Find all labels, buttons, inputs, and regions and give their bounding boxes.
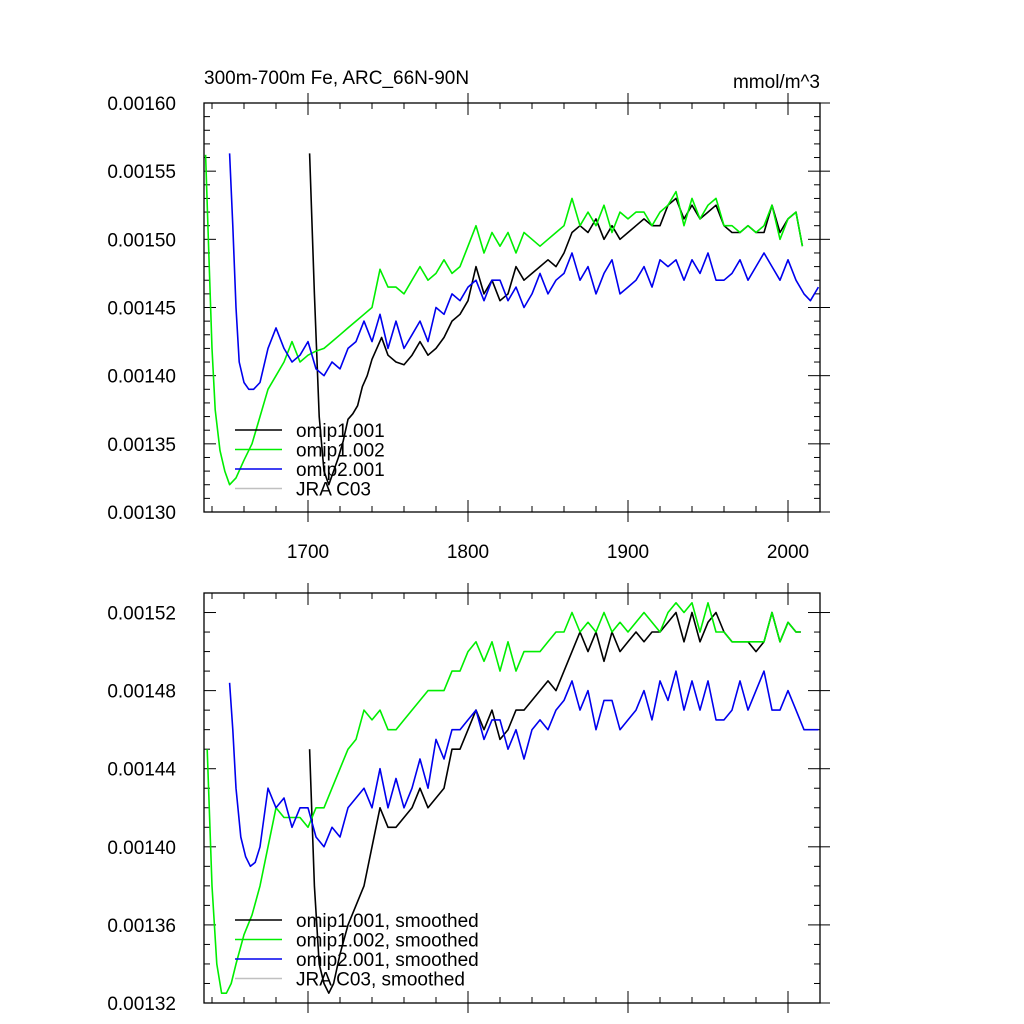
y-tick-label: 0.00132: [107, 994, 176, 1015]
y-tick-label: 0.00148: [107, 682, 176, 703]
chart-title: 300m-700m Fe, ARC_66N-90N: [204, 68, 469, 89]
legend-label: JRA C03: [296, 480, 371, 501]
legend-label: JRA C03, smoothed: [296, 970, 465, 991]
plot-frame-top: [203, 102, 821, 513]
axis-ticks-bottom: 0.00132 0.00136 0.00140 0.00144 0.00148 0.001…: [107, 583, 830, 1015]
legend-label: omip1.002: [296, 441, 385, 462]
y-tick-label: 0.00144: [107, 760, 176, 781]
series-line-3: [228, 670, 819, 868]
x-tick-label: 1800: [447, 542, 489, 563]
series-group-bottom: [206, 601, 819, 995]
x-tick-label: 2000: [767, 542, 809, 563]
y-tick-label: 0.00150: [107, 230, 176, 251]
y-tick-label: 0.00155: [107, 162, 176, 183]
units-label: mmol/m^3: [733, 72, 820, 93]
y-tick-label: 0.00135: [107, 435, 176, 456]
chart-panel-bottom: 0.00132 0.00136 0.00140 0.00144 0.00148 0.001…: [107, 583, 830, 1015]
y-tick-label: 0.00140: [107, 367, 176, 388]
series-line-2: [204, 154, 804, 486]
chart-panel-top: 300m-700m Fe, ARC_66N-90N mmol/m^3 1700 1…: [107, 68, 830, 563]
legend-label: omip1.002, smoothed: [296, 931, 479, 952]
y-tick-label: 0.00152: [107, 604, 176, 625]
y-tick-label: 0.00130: [107, 503, 176, 524]
y-tick-label: 0.00140: [107, 838, 176, 859]
x-tick-label: 1700: [287, 542, 329, 563]
series-line-1: [308, 611, 801, 995]
series-group-top: [204, 153, 820, 486]
series-line-3: [228, 153, 820, 391]
plot-frame-bottom: [203, 592, 821, 1004]
legend-label: omip2.001, smoothed: [296, 950, 479, 971]
y-tick-label: 0.00136: [107, 916, 176, 937]
legend-label: omip1.001: [296, 421, 385, 442]
x-tick-label: 1900: [607, 542, 649, 563]
y-tick-label: 0.00145: [107, 299, 176, 320]
series-line-1: [308, 153, 804, 486]
legend-label: omip1.001, smoothed: [296, 911, 479, 932]
series-line-2: [206, 601, 801, 995]
legend-label: omip2.001: [296, 460, 385, 481]
y-tick-label: 0.00160: [107, 94, 176, 115]
